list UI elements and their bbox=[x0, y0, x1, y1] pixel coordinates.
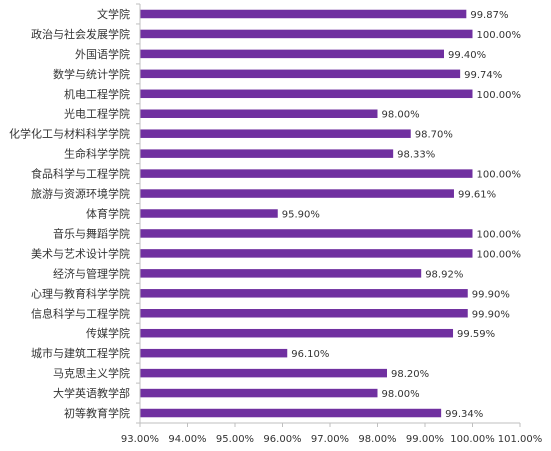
value-label: 99.61% bbox=[458, 190, 496, 201]
plot-area: 文学院 99.87% 政治与社会发展学院 100.00% 外国语学院 99.40% 数学与统… bbox=[9, 3, 543, 445]
category-label: 音乐与舞蹈学院 bbox=[53, 226, 130, 240]
value-label: 100.00% bbox=[477, 90, 522, 101]
category-label: 机电工程学院 bbox=[64, 87, 130, 101]
category-label: 食品科学与工程学院 bbox=[31, 167, 130, 181]
value-label: 98.33% bbox=[397, 150, 435, 161]
category-label: 政治与社会发展学院 bbox=[31, 27, 130, 41]
value-label: 96.10% bbox=[291, 349, 329, 360]
bar bbox=[140, 169, 473, 178]
value-label: 98.20% bbox=[391, 369, 429, 380]
bar bbox=[140, 368, 387, 378]
category-label: 文学院 bbox=[97, 7, 130, 21]
category-label: 大学英语教学部 bbox=[53, 386, 130, 400]
value-label: 100.00% bbox=[477, 229, 522, 240]
value-label: 98.70% bbox=[415, 130, 453, 141]
bar bbox=[140, 388, 378, 398]
value-label: 99.90% bbox=[472, 289, 510, 300]
category-label: 生命科学学院 bbox=[64, 147, 130, 161]
value-label: 100.00% bbox=[477, 170, 522, 181]
value-label: 99.59% bbox=[457, 329, 495, 340]
x-tick-label: 101.00% bbox=[498, 434, 543, 445]
category-label: 传媒学院 bbox=[86, 326, 130, 340]
bar bbox=[140, 49, 444, 59]
bar bbox=[140, 29, 473, 39]
bar bbox=[140, 9, 467, 19]
value-label: 99.40% bbox=[448, 50, 486, 61]
x-tick-label: 96.00% bbox=[263, 434, 301, 445]
value-label: 99.34% bbox=[445, 409, 483, 420]
bar bbox=[140, 408, 442, 418]
category-label: 信息科学与工程学院 bbox=[31, 306, 130, 320]
category-label: 光电工程学院 bbox=[64, 107, 130, 121]
x-tick-label: 99.00% bbox=[406, 434, 444, 445]
value-label: 99.90% bbox=[472, 309, 510, 320]
value-label: 98.00% bbox=[382, 110, 420, 121]
category-label: 体育学院 bbox=[86, 207, 130, 221]
bar bbox=[140, 209, 278, 218]
category-label: 初等教育学院 bbox=[64, 406, 130, 420]
bar bbox=[140, 229, 473, 238]
x-tick-label: 94.00% bbox=[168, 434, 206, 445]
category-label: 城市与建筑工程学院 bbox=[31, 346, 130, 360]
value-label: 95.90% bbox=[282, 210, 320, 221]
category-label: 外国语学院 bbox=[75, 47, 130, 61]
bar bbox=[140, 149, 394, 158]
category-label: 数学与统计学院 bbox=[53, 67, 130, 81]
bar bbox=[140, 309, 468, 318]
x-tick-label: 95.00% bbox=[216, 434, 254, 445]
value-label: 99.87% bbox=[470, 10, 508, 21]
x-tick-label: 97.00% bbox=[311, 434, 349, 445]
bar bbox=[140, 269, 422, 278]
bar bbox=[140, 348, 288, 358]
value-label: 98.00% bbox=[382, 389, 420, 400]
bar bbox=[140, 109, 378, 118]
bar bbox=[140, 289, 468, 298]
bar bbox=[140, 69, 461, 79]
value-label: 99.74% bbox=[464, 70, 502, 81]
x-tick-label: 98.00% bbox=[358, 434, 396, 445]
category-label: 经济与管理学院 bbox=[53, 266, 130, 280]
category-label: 化学化工与材料科学学院 bbox=[9, 127, 130, 141]
category-label: 旅游与资源环境学院 bbox=[31, 187, 130, 201]
category-label: 美术与艺术设计学院 bbox=[31, 246, 130, 260]
x-tick-label: 100.00% bbox=[450, 434, 495, 445]
category-label: 马克思主义学院 bbox=[53, 366, 130, 380]
x-tick-label: 93.00% bbox=[121, 434, 159, 445]
value-label: 100.00% bbox=[477, 30, 522, 41]
bar bbox=[140, 249, 473, 258]
value-label: 100.00% bbox=[477, 249, 522, 260]
bar bbox=[140, 189, 454, 198]
bar bbox=[140, 328, 454, 338]
bar bbox=[140, 129, 411, 138]
bar bbox=[140, 89, 473, 99]
value-label: 98.92% bbox=[425, 269, 463, 280]
category-label: 心理与教育科学学院 bbox=[31, 286, 130, 300]
